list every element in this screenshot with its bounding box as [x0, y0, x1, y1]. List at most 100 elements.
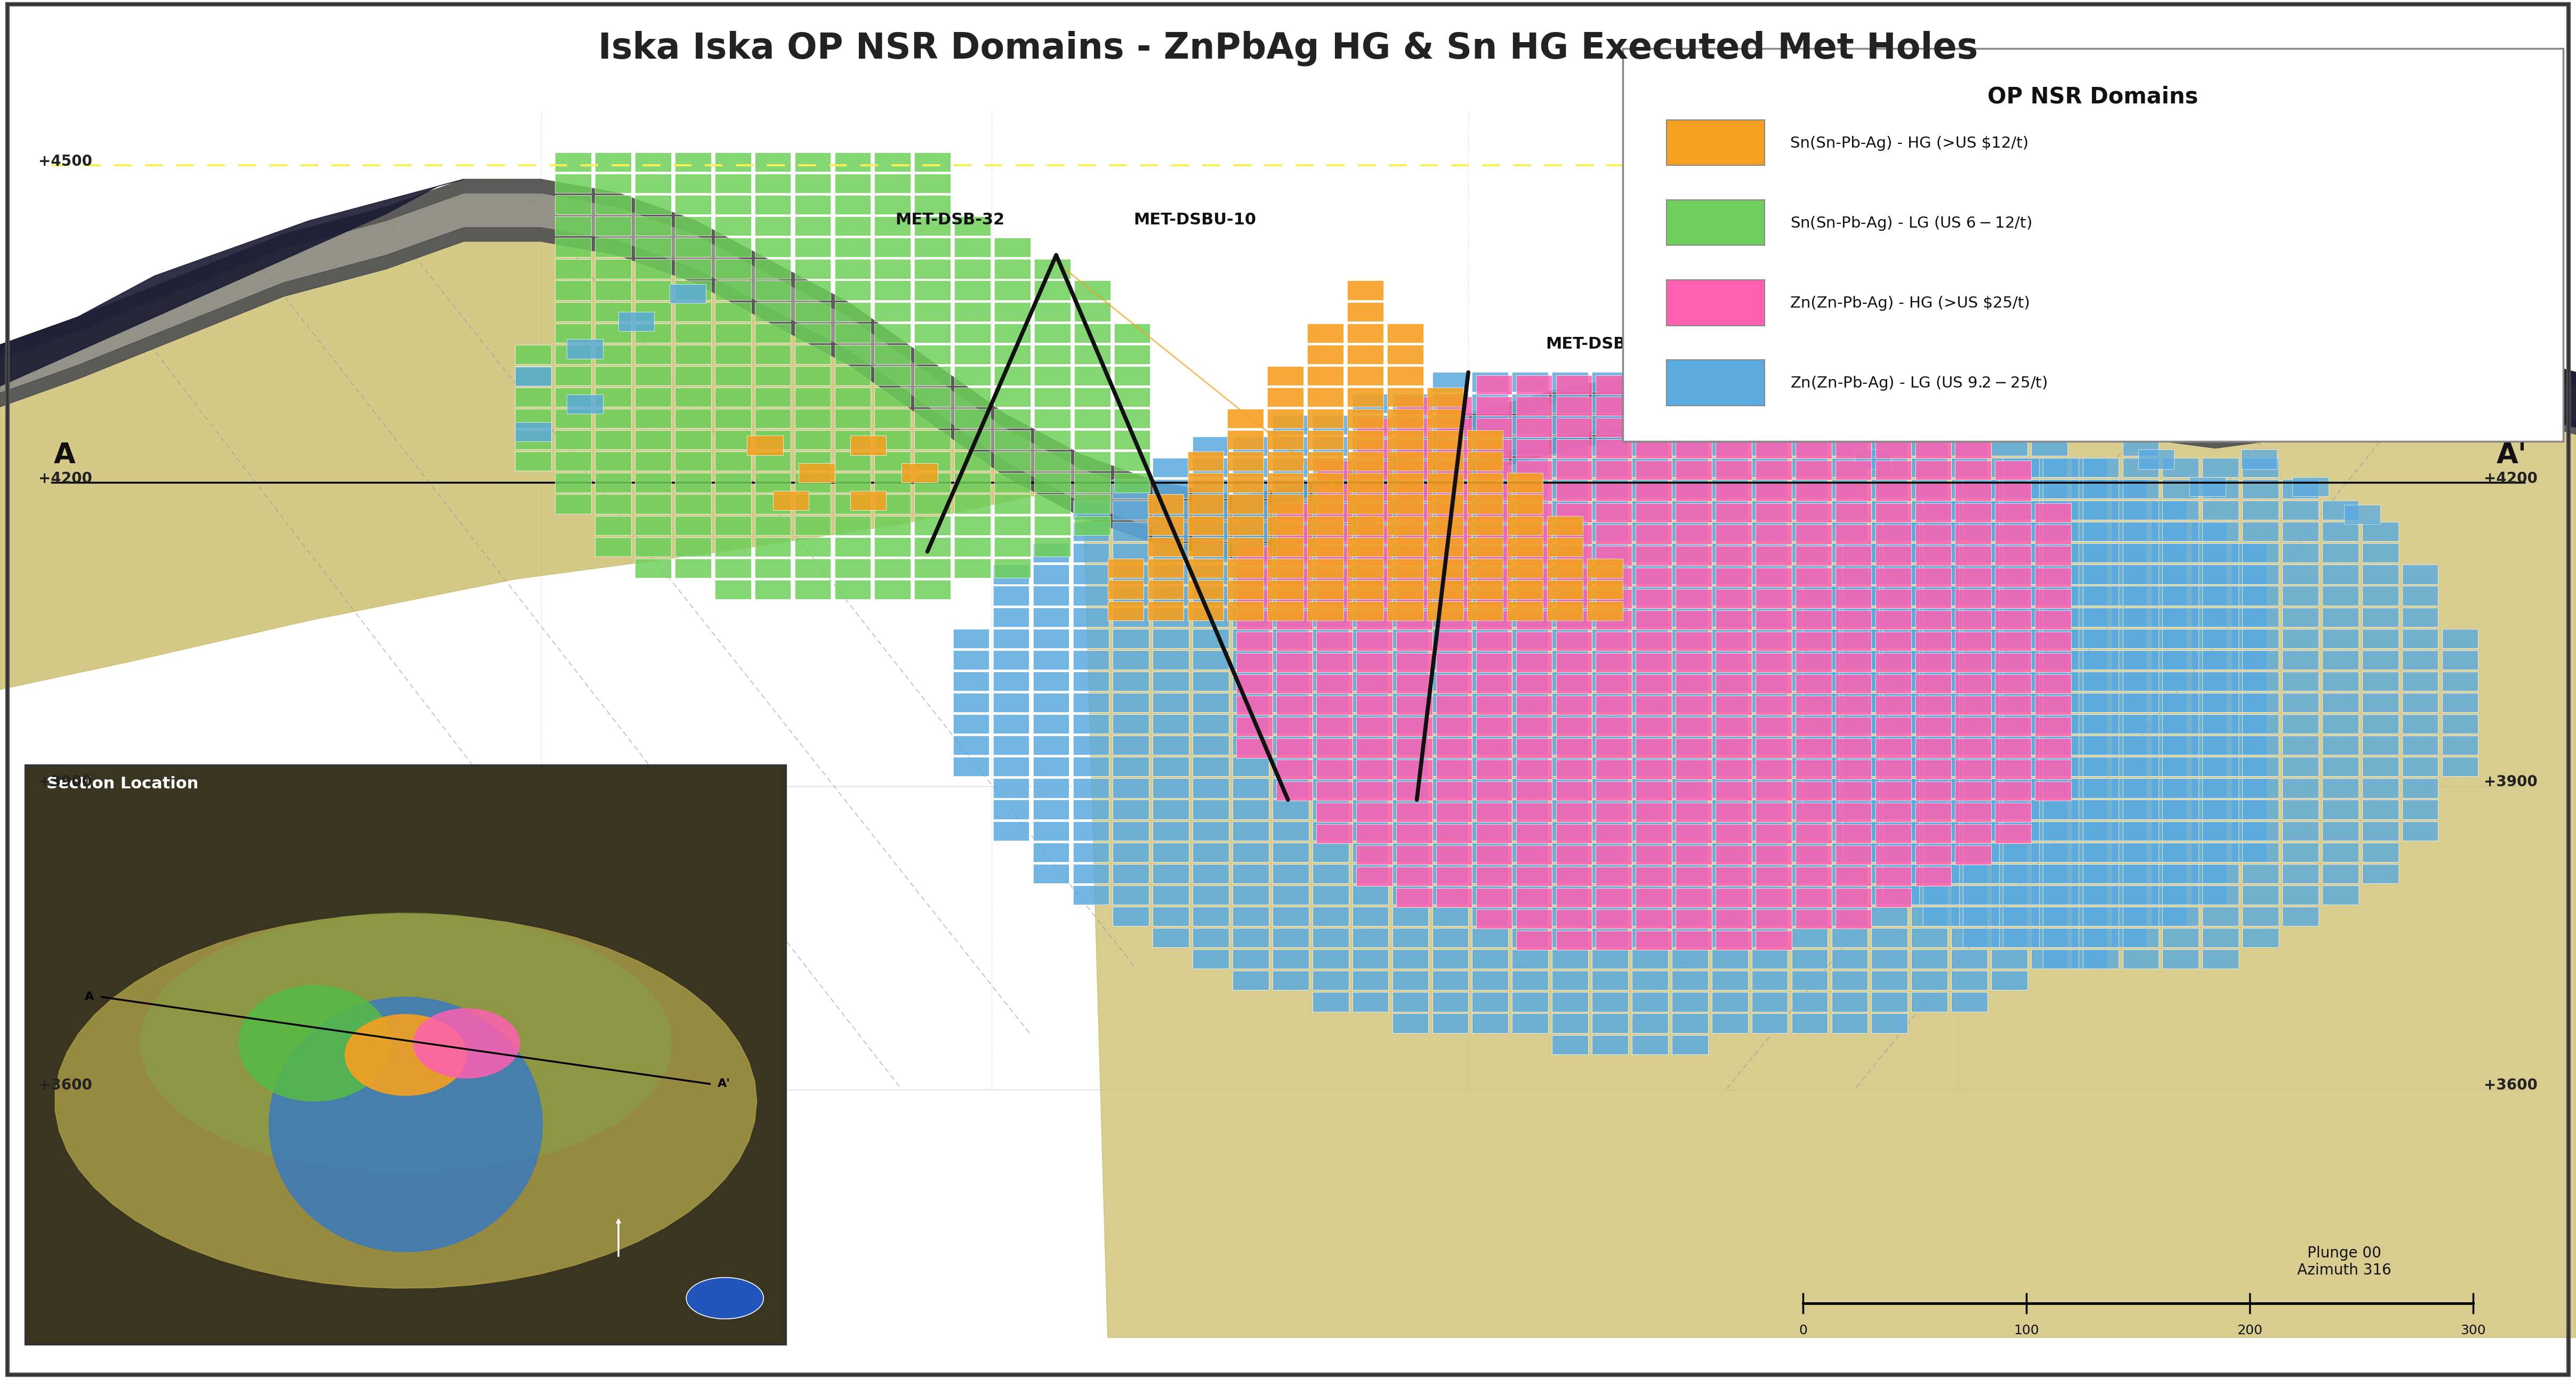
Bar: [953, 217, 989, 236]
Bar: [634, 536, 670, 556]
Bar: [2202, 565, 2239, 585]
Bar: [1832, 971, 1868, 990]
Bar: [1115, 345, 1151, 364]
Bar: [1842, 543, 1880, 563]
Bar: [1914, 546, 1953, 565]
Bar: [2004, 778, 2040, 797]
Bar: [1149, 601, 1185, 621]
Bar: [1633, 949, 1669, 968]
Bar: [2231, 714, 2267, 734]
Bar: [2241, 458, 2280, 477]
Bar: [1512, 565, 1548, 585]
Bar: [1757, 418, 1793, 437]
Bar: [1432, 971, 1468, 990]
Bar: [2151, 907, 2187, 927]
Bar: [1391, 863, 1427, 884]
Bar: [2151, 543, 2187, 563]
Bar: [2004, 692, 2040, 712]
Bar: [1953, 863, 1989, 884]
Bar: [675, 495, 711, 514]
Bar: [1352, 692, 1388, 712]
Bar: [2164, 692, 2200, 712]
Bar: [1113, 501, 1149, 520]
Bar: [1311, 714, 1350, 734]
Bar: [1355, 803, 1391, 822]
Bar: [1875, 568, 1911, 587]
Bar: [994, 473, 1030, 492]
Bar: [835, 323, 871, 342]
Bar: [1154, 543, 1190, 563]
Bar: [1515, 760, 1551, 779]
Bar: [1391, 822, 1427, 841]
Bar: [1355, 717, 1391, 736]
Bar: [1834, 546, 1870, 565]
Bar: [2231, 543, 2267, 563]
Bar: [1710, 907, 1747, 927]
Bar: [675, 237, 711, 256]
Bar: [1834, 481, 1870, 502]
Bar: [1432, 393, 1468, 412]
Bar: [1113, 586, 1149, 605]
Bar: [1832, 501, 1868, 520]
Bar: [755, 281, 791, 301]
Bar: [1636, 589, 1672, 608]
Bar: [675, 345, 711, 364]
Bar: [1914, 781, 1953, 800]
Bar: [2362, 692, 2398, 712]
Bar: [1352, 586, 1388, 605]
Bar: [2043, 565, 2079, 585]
Bar: [876, 152, 912, 171]
Bar: [1793, 651, 1829, 670]
Bar: [1391, 651, 1427, 670]
Bar: [1636, 375, 1672, 394]
Bar: [1476, 610, 1512, 629]
Bar: [2043, 736, 2079, 756]
Bar: [1955, 760, 1991, 779]
Bar: [1870, 736, 1906, 756]
Bar: [2071, 736, 2107, 756]
Bar: [2192, 736, 2228, 756]
Bar: [1674, 439, 1710, 458]
Bar: [1396, 546, 1432, 565]
Bar: [1033, 543, 1069, 563]
Bar: [2202, 778, 2239, 797]
Bar: [1391, 458, 1427, 477]
Bar: [1273, 822, 1309, 841]
Bar: [1556, 397, 1592, 416]
Bar: [2123, 822, 2159, 841]
Bar: [1473, 393, 1510, 412]
Bar: [1476, 695, 1512, 714]
Text: Zn(Zn-Pb-Ag) - LG (US $9.2-$25/t): Zn(Zn-Pb-Ag) - LG (US $9.2-$25/t): [1790, 375, 2048, 392]
Bar: [1512, 800, 1548, 819]
Bar: [876, 579, 912, 598]
Bar: [1752, 1014, 1788, 1033]
Bar: [1834, 867, 1870, 887]
Bar: [2231, 692, 2267, 712]
Bar: [1757, 397, 1793, 416]
Bar: [1870, 885, 1906, 905]
Bar: [1883, 800, 1919, 819]
Bar: [1752, 394, 1788, 414]
Bar: [1551, 885, 1587, 905]
Bar: [2043, 714, 2079, 734]
Bar: [1963, 543, 1999, 563]
Bar: [556, 345, 590, 364]
Bar: [793, 302, 829, 321]
Bar: [1991, 672, 2027, 691]
Bar: [2123, 480, 2159, 499]
Bar: [1914, 803, 1953, 822]
Bar: [1396, 888, 1432, 907]
Bar: [1386, 495, 1425, 514]
Bar: [953, 516, 989, 535]
Bar: [1994, 461, 2030, 480]
Bar: [1955, 781, 1991, 800]
Bar: [1556, 695, 1592, 714]
Bar: [2123, 714, 2159, 734]
Bar: [1592, 1034, 1628, 1054]
Bar: [1473, 651, 1510, 670]
Bar: [1674, 610, 1710, 629]
Bar: [2282, 736, 2318, 756]
Bar: [1236, 674, 1273, 694]
Bar: [2112, 800, 2148, 819]
Bar: [1036, 516, 1072, 535]
